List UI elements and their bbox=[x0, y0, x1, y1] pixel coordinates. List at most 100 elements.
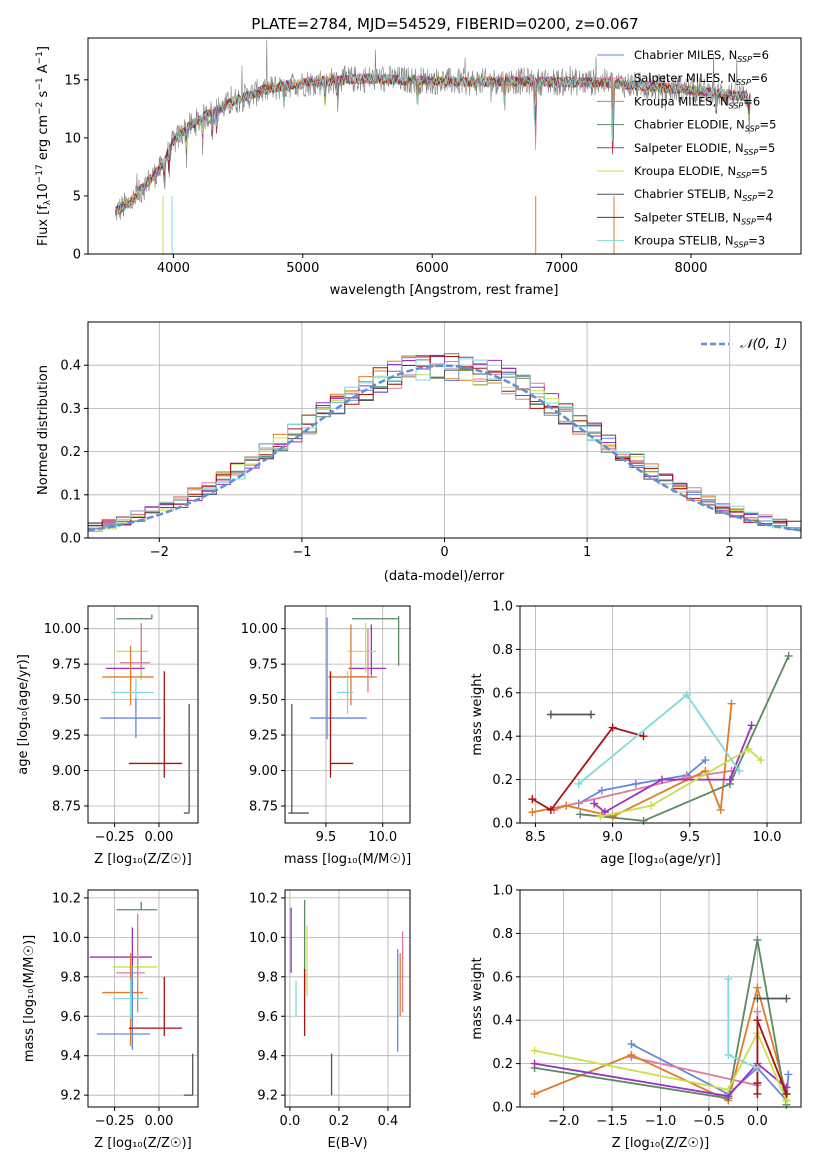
legend-value: =4 bbox=[756, 210, 773, 224]
y-tick-label: 15 bbox=[64, 73, 81, 88]
y-tick-label: 0.0 bbox=[492, 817, 513, 832]
legend-subscript: SSP bbox=[742, 194, 757, 203]
weight-kroupa-miles-marker bbox=[753, 983, 762, 992]
x-tick-label: 2 bbox=[726, 545, 734, 560]
x-tick-label: 8000 bbox=[674, 261, 707, 276]
legend-label: Chabrier ELODIE, NSSP=5 bbox=[634, 118, 776, 134]
ebv-vs-mass-panel: 0.0 0.2 0.4 9.2 9.4 9.6 9.8 10.0 10.2 E(B-V) bbox=[249, 889, 411, 1151]
plot-marks bbox=[89, 901, 194, 1096]
legend-subscript: SSP bbox=[736, 78, 751, 87]
histogram-y-ticks: 0.0 0.1 0.2 0.3 0.4 bbox=[60, 359, 88, 547]
weight-salpeter-stelib-marker bbox=[639, 732, 648, 741]
weight-kroupa-elodie-marker bbox=[596, 812, 605, 821]
y-tick-label: 10.2 bbox=[52, 891, 81, 906]
chart-title: PLATE=2784, MJD=54529, FIBERID=0200, z=0… bbox=[251, 15, 638, 33]
x-tick-label: −0.25 bbox=[95, 1114, 135, 1129]
x-axis-label: Z [log₁₀(Z/Z☉)] bbox=[612, 1136, 709, 1151]
legend-value: =5 bbox=[758, 141, 775, 155]
legend-value: =6 bbox=[752, 48, 769, 62]
axes-frame bbox=[87, 605, 199, 824]
y-tick-label: 9.8 bbox=[60, 970, 81, 985]
legend-label: Kroupa STELIB, NSSP=3 bbox=[634, 234, 765, 250]
weight-salpeter-stelib-marker bbox=[753, 1079, 762, 1088]
y-tick-label: 10.00 bbox=[241, 622, 278, 637]
weight-chabrier-miles-marker bbox=[784, 1070, 793, 1079]
y-tick-label: 9.4 bbox=[60, 1049, 81, 1064]
z-vs-mass-panel: −0.25 0.00 9.2 9.4 9.6 9.8 10.0 10.2 Z [log₁₀(Z/… bbox=[22, 889, 199, 1151]
plot-marks bbox=[100, 614, 190, 814]
x-tick-label: 1 bbox=[583, 545, 591, 560]
age-weights-panel: 8.5 9.0 9.5 10.0 0.0 0.2 0.4 0.6 0.8 1.0 age [log₁… bbox=[470, 600, 802, 867]
legend-value: =5 bbox=[751, 164, 768, 178]
weight-kroupa-elodie-line bbox=[600, 748, 762, 818]
y-tick-label: 0.1 bbox=[60, 488, 81, 503]
histogram-salpeter-stelib-steps bbox=[88, 355, 801, 529]
axes-frame bbox=[284, 605, 411, 824]
weight-chabrier-elodie-marker bbox=[576, 810, 585, 819]
y-tick-label: 0.0 bbox=[60, 532, 81, 547]
weight-chabrier-elodie-marker bbox=[784, 651, 793, 660]
weight-kroupa-miles-line bbox=[532, 703, 733, 818]
y-tick-label: 0.4 bbox=[492, 730, 513, 745]
weight-kroupa-elodie-marker bbox=[647, 801, 656, 810]
plot-marks bbox=[288, 615, 400, 814]
y-tick-label: 0.2 bbox=[492, 1057, 513, 1072]
y-tick-label: 0 bbox=[73, 248, 81, 263]
y-tick-label: 0.2 bbox=[60, 445, 81, 460]
y-tick-label: 0.3 bbox=[60, 402, 81, 417]
spectrum-y-label: Flux [fλ10−17 erg cm−2 s−1 A−1] bbox=[35, 46, 53, 246]
x-tick-label: 0.4 bbox=[378, 1114, 399, 1129]
weight-kroupa-miles-marker bbox=[627, 1050, 636, 1059]
weight-salpeter-miles-marker bbox=[753, 1007, 762, 1016]
x-tick-label: −1.5 bbox=[596, 1114, 628, 1129]
y-tick-label: 8.75 bbox=[249, 799, 278, 814]
plot-marks bbox=[290, 899, 404, 1096]
x-tick-label: 10.0 bbox=[753, 830, 782, 845]
weight-chabrier-elodie-marker bbox=[639, 816, 648, 825]
gaussian-line bbox=[87, 364, 802, 532]
weight-kroupa-miles-marker bbox=[727, 699, 736, 708]
y-tick-label: 10.2 bbox=[249, 891, 278, 906]
gaussian-legend-label: 𝒩(0, 1) bbox=[740, 337, 787, 352]
weight-salpeter-miles-line bbox=[553, 770, 732, 811]
x-axis-label: E(B-V) bbox=[327, 1136, 367, 1151]
x-axis-label: Z [log₁₀(Z/Z☉)] bbox=[94, 852, 191, 867]
histogram-kroupa-stelib-steps bbox=[88, 356, 801, 529]
z-vs-age-panel: −0.25 0.00 8.75 9.00 9.25 9.50 9.75 10.00 Z [log… bbox=[16, 605, 199, 867]
legend-label: Salpeter STELIB, NSSP=4 bbox=[634, 210, 773, 226]
x-tick-label: 6000 bbox=[416, 261, 449, 276]
weight-kroupa-stelib-marker bbox=[724, 1050, 733, 1059]
x-tick-label: 4000 bbox=[157, 261, 190, 276]
weight-kroupa-elodie-marker bbox=[530, 1046, 539, 1055]
weight-salpeter-stelib-line bbox=[531, 726, 644, 812]
y-tick-label: 8.75 bbox=[52, 799, 81, 814]
y-tick-label: 9.4 bbox=[257, 1049, 278, 1064]
spectrum-panel: PLATE=2784, MJD=54529, FIBERID=0200, z=0… bbox=[35, 15, 802, 298]
x-tick-label: 0.0 bbox=[280, 1114, 301, 1129]
weight-salpeter-stelib-marker bbox=[608, 723, 617, 732]
y-tick-label: 9.2 bbox=[257, 1089, 278, 1104]
legend-subscript: SSP bbox=[744, 148, 759, 157]
weight-salpeter-elodie-line bbox=[534, 1062, 788, 1098]
y-tick-label: 0.6 bbox=[492, 686, 513, 701]
mass-vs-age-panel: 9.5 10.0 8.75 9.00 9.25 9.50 9.75 10.00 mass [lo… bbox=[241, 605, 411, 867]
x-axis-label: Z [log₁₀(Z/Z☉)] bbox=[94, 1136, 191, 1151]
x-tick-label: 8.5 bbox=[525, 830, 546, 845]
grid bbox=[88, 606, 198, 823]
weight-kroupa-stelib-marker bbox=[735, 766, 744, 775]
x-tick-label: −1.0 bbox=[645, 1114, 677, 1129]
legend-value: =3 bbox=[748, 234, 765, 248]
y-tick-label: 9.00 bbox=[52, 764, 81, 779]
weight-chabrier-elodie-marker bbox=[753, 935, 762, 944]
spectrum-x-label: wavelength [Angstrom, rest frame] bbox=[330, 283, 559, 298]
x-tick-label: 0.00 bbox=[144, 1114, 173, 1129]
axes-frame bbox=[284, 889, 411, 1108]
weight-kroupa-stelib-marker bbox=[682, 690, 691, 699]
y-tick-label: 0.4 bbox=[492, 1014, 513, 1029]
y-tick-label: 10 bbox=[64, 131, 81, 146]
weight-chabrier-miles-marker bbox=[701, 756, 710, 765]
weight-chabrier-miles-marker bbox=[627, 1040, 636, 1049]
y-tick-label: 1.0 bbox=[492, 600, 513, 615]
histogram-legend: 𝒩(0, 1) bbox=[701, 337, 787, 352]
x-tick-label: 5000 bbox=[286, 261, 319, 276]
